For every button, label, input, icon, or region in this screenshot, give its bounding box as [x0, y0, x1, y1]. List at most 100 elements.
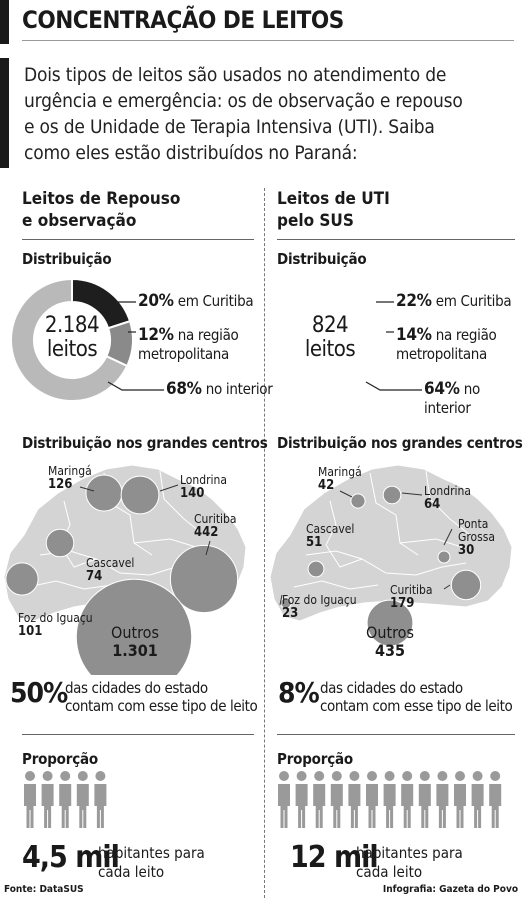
intro-text: Dois tipos de leitos são usados no atend… [24, 62, 519, 166]
pct-line: das cidades do estado [65, 679, 208, 697]
legend-leader-line [107, 381, 164, 391]
legend-pct: 64% [424, 379, 460, 399]
left-city-label-londrina: Londrina 140 [180, 474, 227, 501]
map-leader-line [159, 484, 179, 492]
city-bubble [120, 475, 160, 515]
right-ratio-text: habitantes para cada leito [356, 844, 463, 882]
left-legend-item-1: 20% em Curitiba [138, 292, 254, 311]
city-bubble [45, 528, 75, 558]
right-city-label-londrina: Londrina 64 [424, 484, 471, 512]
pct-line: contam com esse tipo de leito [65, 697, 258, 715]
legend-pct: 12% [138, 325, 174, 345]
map-leader-line [443, 584, 451, 590]
person-icon [366, 771, 378, 828]
right-donut-total: 824 [311, 313, 349, 338]
left-city-label-foz: Foz do Iguaçu 101 [18, 611, 93, 639]
legend-text: em Curitiba [177, 292, 254, 310]
city-name: Cascavel [306, 522, 355, 536]
right-donut-chart [365, 301, 422, 391]
right-pct-big: 8% [278, 676, 320, 709]
right-city-label-curitiba: Curitiba 179 [390, 583, 433, 611]
pct-line: das cidades do estado [320, 679, 463, 697]
legend-text: na região [177, 326, 239, 344]
city-name: Cascavel [86, 556, 135, 570]
left-donut-unit: leitos [46, 337, 98, 362]
city-bubble [382, 485, 402, 505]
left-pct-big: 50% [10, 676, 68, 709]
title-rule [22, 40, 514, 41]
right-city-label-ponta-grossa: Ponta Grossa 30 [458, 517, 495, 558]
left-donut-group [10, 277, 134, 402]
left-rule [22, 239, 254, 240]
person-icon [418, 771, 431, 828]
right-legend-item-1: 22% em Curitiba [396, 292, 512, 311]
city-value: 435 [374, 641, 406, 660]
person-icon [278, 771, 290, 828]
person-icon [24, 771, 36, 828]
city-name: Ponta [458, 517, 489, 531]
legend-text: metropolitana [138, 345, 230, 363]
city-value: 1.301 [112, 641, 158, 660]
right-city-label-cascavel: Cascavel 51 [306, 522, 355, 550]
legend-leader-line [365, 381, 422, 391]
credit-note: Infografia: Gazeta do Povo [382, 884, 518, 895]
right-dist-label: Distribuição [277, 250, 367, 268]
left-map [3, 464, 247, 675]
right-donut-center: 824 leitos [288, 314, 372, 362]
intro-line: Dois tipos de leitos são usados no atend… [24, 64, 447, 86]
pct-line: contam com esse tipo de leito [320, 697, 513, 715]
column-divider [264, 188, 265, 898]
left-people-icon-group [24, 771, 107, 828]
right-title-line: pelo SUS [277, 211, 354, 231]
right-rule-2 [277, 734, 515, 735]
right-donut-unit: leitos [304, 337, 356, 362]
map-leader-line [339, 490, 353, 498]
right-map [269, 464, 513, 647]
right-pct-text: das cidades do estado contam com esse ti… [320, 679, 513, 715]
right-rule [277, 239, 515, 240]
right-bubbles [280, 485, 482, 647]
right-column-title: Leitos de UTI pelo SUS [277, 188, 390, 232]
left-legend-item-2: 12% na região metropolitana [138, 326, 239, 364]
left-people [24, 771, 107, 828]
city-name: Foz do Iguaçu [18, 611, 93, 625]
city-name: Curitiba [194, 512, 237, 526]
right-ratio-big: 12 mil [290, 840, 379, 875]
person-icon [295, 771, 308, 828]
right-city-label-foz: Foz do Iguaçu 23 [282, 593, 357, 621]
donut-slice-interior [10, 277, 129, 402]
city-name: Outros [366, 623, 414, 642]
city-name: Foz do Iguaçu [282, 593, 357, 607]
map-leader-line [79, 486, 95, 492]
left-pct-text: das cidades do estado contam com esse ti… [65, 679, 258, 715]
city-name: Maringá [318, 465, 362, 479]
city-value: 179 [390, 596, 415, 611]
person-icon [436, 771, 449, 828]
person-icon [489, 771, 502, 828]
map-leader-line [205, 540, 211, 556]
person-icon [41, 771, 54, 828]
right-prop-label: Proporção [277, 750, 353, 768]
right-legend-item-3: 64% no interior [424, 380, 524, 418]
right-city-label-outros: Outros 435 [350, 624, 430, 660]
city-name: Curitiba [390, 583, 433, 597]
left-donut-center: 2.184 leitos [30, 314, 114, 362]
city-bubble [307, 560, 325, 578]
city-value: 30 [458, 543, 475, 558]
legend-text: metropolitana [396, 345, 488, 363]
right-centers-label: Distribuição nos grandes centros [277, 434, 523, 452]
city-name: Maringá [48, 464, 92, 478]
city-name: Londrina [424, 484, 471, 498]
city-value: 442 [194, 525, 219, 540]
right-title-line: Leitos de UTI [277, 189, 390, 209]
left-column-title: Leitos de Repouso e observação [22, 188, 180, 232]
city-bubble [5, 562, 39, 596]
person-icon [59, 771, 72, 828]
map-leader-line [279, 594, 283, 606]
right-legend-item-2: 14% na região metropolitana [396, 326, 497, 364]
ratio-line: habitantes para [356, 844, 463, 862]
city-value: 126 [48, 477, 73, 492]
left-rule-2 [22, 734, 254, 735]
city-bubble [366, 599, 414, 647]
left-city-label-outros: Outros 1.301 [92, 624, 178, 660]
